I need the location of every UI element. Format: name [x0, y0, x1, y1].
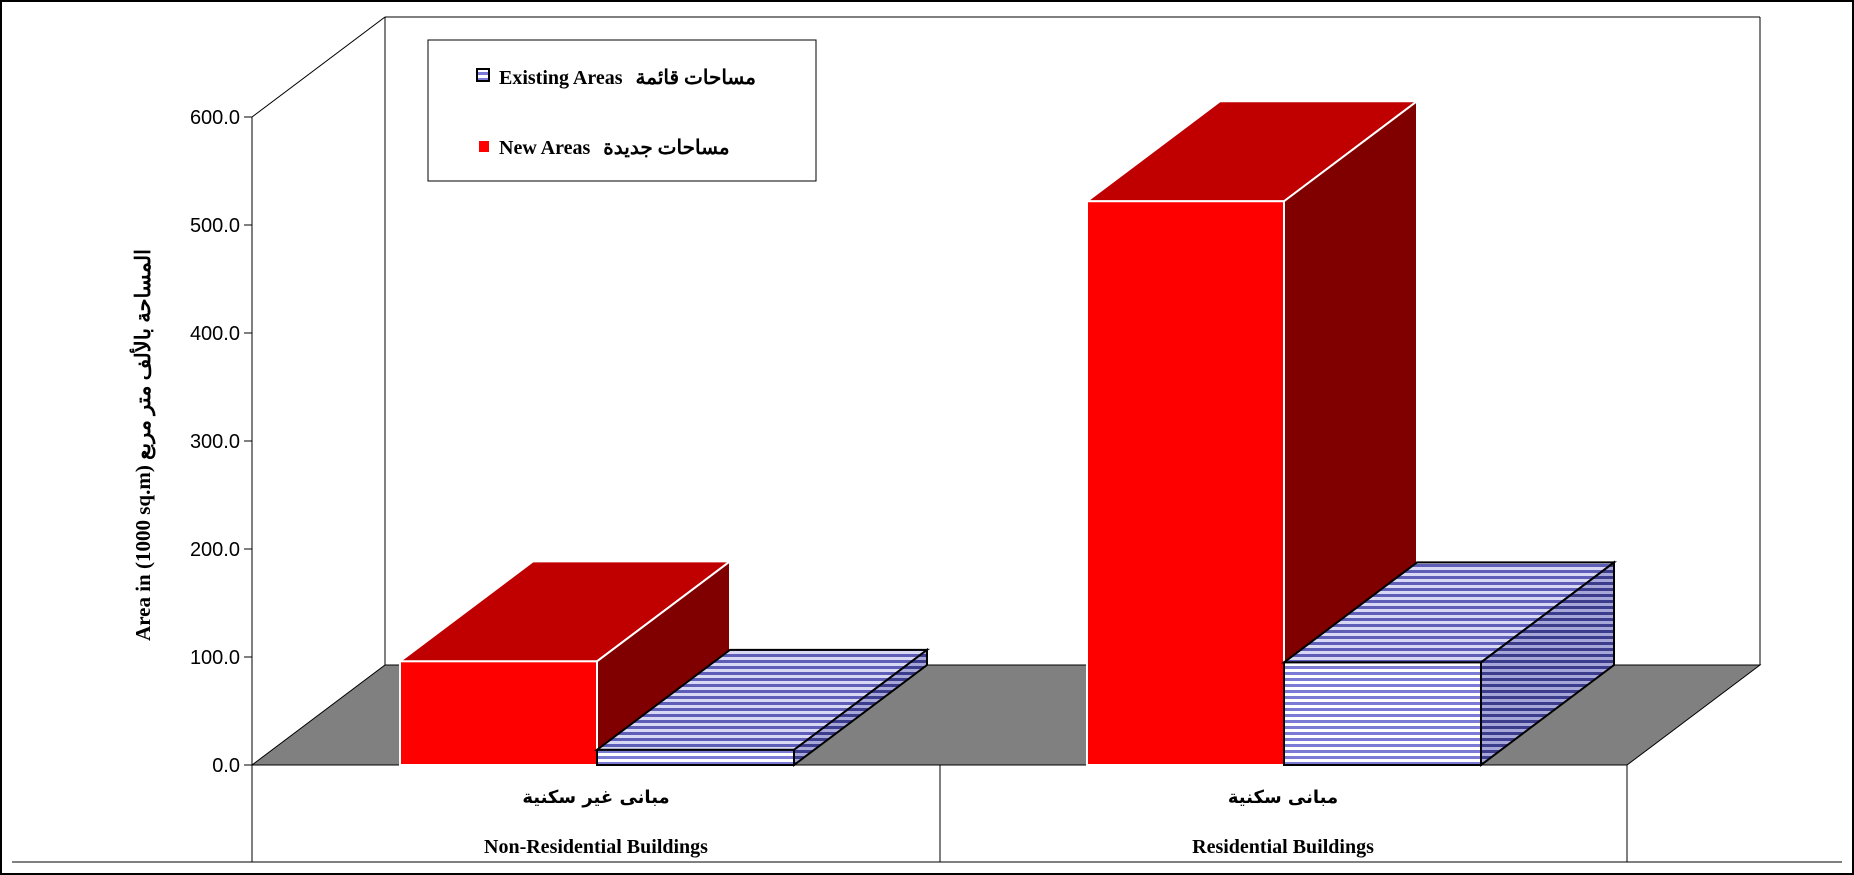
y-tick-label: 600.0 [190, 107, 240, 129]
y-tick-label: 100.0 [190, 647, 240, 669]
category-label-en: Residential Buildings [1192, 836, 1374, 858]
bar-front-face [1086, 200, 1285, 767]
category-table: مبانى غير سكنية Non-Residential Buildings… [12, 765, 1842, 863]
y-axis-title: Area in (1000 sq.m) المساحة بالألف متر م… [129, 249, 156, 641]
bar-existing-nonresidential [594, 647, 930, 768]
bar-existing-residential [1281, 560, 1617, 768]
y-axis: 0.0 100.0 200.0 300.0 400.0 500.0 600.0 [190, 107, 253, 777]
legend: Existing Areas مساحات قائمة New Areas مس… [427, 39, 817, 182]
bar-front-face [399, 660, 598, 767]
bar-front-face [1283, 661, 1482, 767]
legend-label-new: New Areas مساحات جديدة [499, 137, 730, 159]
legend-swatch-existing [476, 68, 490, 82]
y-tick-label: 300.0 [190, 431, 240, 453]
y-tick-label: 400.0 [190, 323, 240, 345]
category-label-en: Non-Residential Buildings [484, 836, 708, 858]
bars [397, 99, 1617, 768]
bar-front-face [596, 748, 795, 767]
legend-box [427, 39, 817, 182]
legend-swatch-new [479, 141, 489, 152]
side-wall-top-edge [251, 16, 386, 118]
category-label-ar: مبانى غير سكنية [522, 787, 669, 808]
chart-walls [251, 16, 1761, 665]
bar-new-nonresidential [397, 559, 733, 768]
y-tick-label: 0.0 [212, 755, 240, 777]
y-tick-label: 500.0 [190, 215, 240, 237]
category-label-ar: مبانى سكنية [1228, 787, 1338, 808]
y-tick-label: 200.0 [190, 539, 240, 561]
legend-label-existing: Existing Areas مساحات قائمة [499, 67, 756, 89]
